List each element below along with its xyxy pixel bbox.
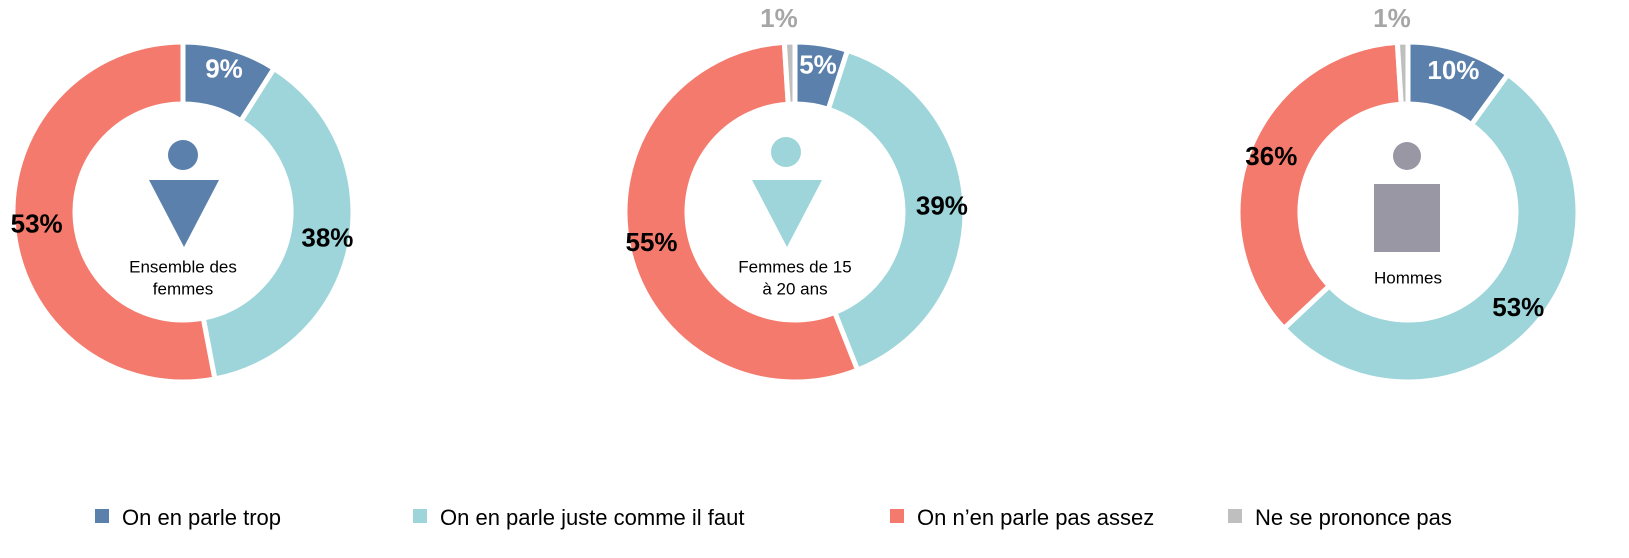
donut-segment — [200, 65, 356, 382]
value-label: 1% — [760, 3, 798, 33]
value-label: 39% — [916, 190, 968, 220]
value-label: 38% — [301, 222, 353, 252]
value-label: 53% — [1492, 292, 1544, 322]
donut-segment — [1235, 39, 1404, 332]
legend-label: On n’en parle pas assez — [917, 505, 1154, 530]
icon-women — [149, 140, 219, 247]
center-label: Hommes — [1374, 268, 1442, 287]
value-label: 36% — [1245, 141, 1297, 171]
donut-segment — [825, 47, 968, 374]
value-label: 1% — [1373, 3, 1411, 33]
icon-young-women — [752, 137, 822, 247]
legend-swatch — [95, 509, 109, 523]
legend-label: On en parle juste comme il faut — [440, 505, 744, 530]
icon-men — [1374, 142, 1440, 252]
center-label: Ensemble des — [129, 257, 237, 276]
center-label: Femmes de 15 — [738, 257, 851, 276]
donut-segment — [10, 39, 218, 385]
center-label: à 20 ans — [762, 279, 827, 298]
donut-segment — [1280, 70, 1581, 385]
value-label: 55% — [626, 227, 678, 257]
legend-swatch — [413, 509, 427, 523]
legend-label: On en parle trop — [122, 505, 281, 530]
value-label: 10% — [1427, 55, 1479, 85]
value-label: 9% — [205, 54, 243, 84]
legend-swatch — [890, 509, 904, 523]
donut-segment — [622, 39, 861, 385]
value-label: 53% — [11, 209, 63, 239]
donut-segment — [781, 39, 798, 107]
donut-segment — [1394, 39, 1411, 107]
center-label: femmes — [153, 279, 213, 298]
value-label: 5% — [799, 50, 837, 80]
legend-swatch — [1228, 509, 1242, 523]
legend-label: Ne se prononce pas — [1255, 505, 1452, 530]
